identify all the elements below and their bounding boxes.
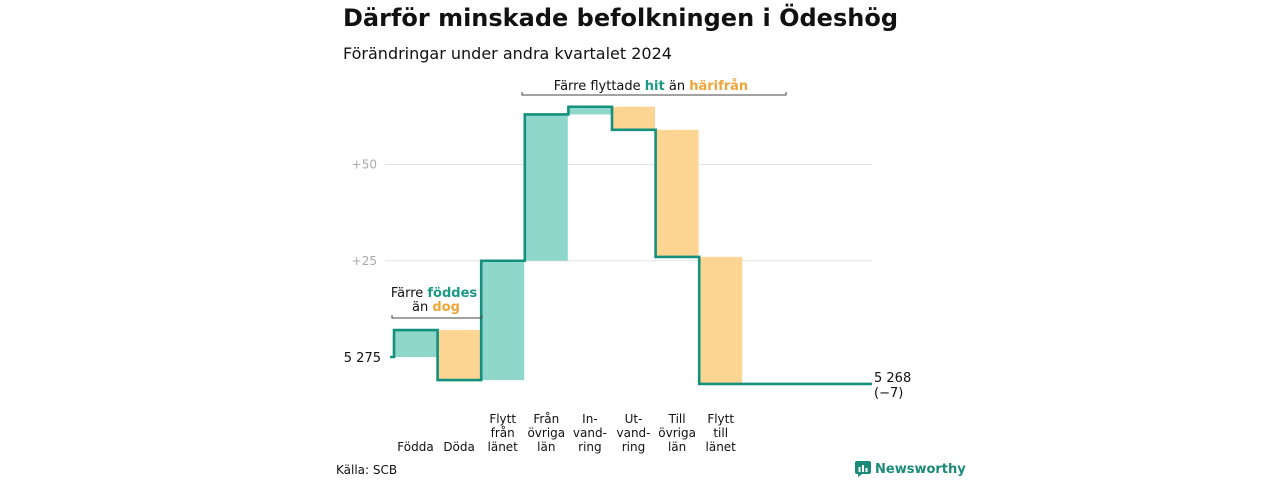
end-value-label: 5 268: [874, 371, 911, 386]
end-change-label: (−7): [874, 386, 903, 401]
y-tick-label: +50: [352, 158, 377, 172]
x-tick-label-4: Från övriga län: [527, 412, 565, 454]
bar-2: [437, 330, 481, 381]
bar-1: [394, 330, 437, 357]
bar-4: [524, 114, 568, 261]
bar-8: [699, 256, 743, 384]
brand-name: Newsworthy: [875, 461, 966, 477]
annotation-births-line1: Färre föddes: [391, 286, 478, 301]
x-tick-label-2: Döda: [443, 440, 475, 454]
x-tick-label-5: In-vand-ring: [573, 412, 607, 454]
y-tick-label: +25: [352, 254, 377, 268]
annotation-births-bracket: [391, 315, 483, 319]
x-tick-label-7: Till övriga län: [658, 412, 696, 454]
chart-subtitle: Förändringar under andra kvartalet 2024: [343, 44, 672, 63]
annotation-births-line2: än dog: [412, 300, 460, 315]
cumulative-step-line: [390, 105, 872, 386]
bar-3: [481, 260, 525, 381]
x-tick-label-3: Flytt från länet: [488, 412, 519, 454]
x-tick-label-1: Födda: [397, 440, 433, 454]
brand-logo: Newsworthy: [855, 461, 966, 477]
bar-5: [568, 106, 612, 115]
bar-7: [655, 129, 699, 257]
annotation-migration-bracket: [521, 92, 787, 96]
start-value-label: 5 275: [344, 351, 381, 366]
chart-title: Därför minskade befolkningen i Ödeshög: [343, 4, 898, 32]
bar-6: [612, 106, 655, 130]
annotation-migration: Färre flyttade hit än härifrån: [554, 79, 748, 94]
x-tick-label-6: Ut-vand-ring: [616, 412, 650, 454]
source-note: Källa: SCB: [336, 463, 398, 477]
newsworthy-logo-icon: [855, 461, 871, 477]
x-tick-label-8: Flytt till länet: [706, 412, 737, 454]
